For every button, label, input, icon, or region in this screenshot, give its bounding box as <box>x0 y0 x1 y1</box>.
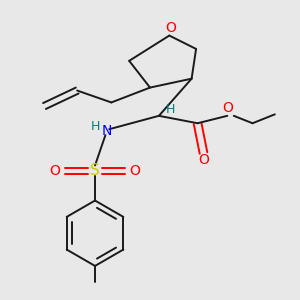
Text: N: N <box>102 124 112 138</box>
Text: O: O <box>130 164 141 178</box>
Text: S: S <box>90 163 100 178</box>
Text: H: H <box>166 103 176 116</box>
Text: O: O <box>198 152 209 167</box>
Text: O: O <box>165 21 176 35</box>
Text: H: H <box>91 120 100 133</box>
Text: O: O <box>50 164 60 178</box>
Text: O: O <box>222 101 233 116</box>
